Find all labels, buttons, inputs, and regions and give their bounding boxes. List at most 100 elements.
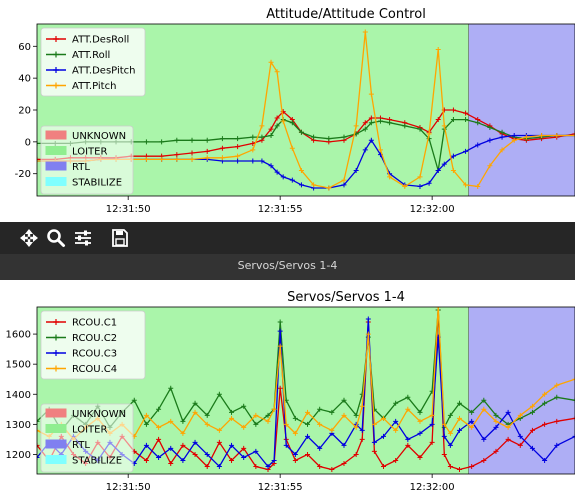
mode-legend[interactable]: UNKNOWN LOITER RTL STABILIZE: [40, 125, 134, 195]
data-point: [499, 134, 505, 140]
mode-label: RTL: [72, 440, 90, 451]
zoom-button[interactable]: [44, 226, 68, 250]
data-point: [517, 433, 523, 439]
configure-subplots-button[interactable]: [71, 226, 95, 250]
save-button[interactable]: [108, 226, 132, 250]
magnifier-icon: [47, 229, 65, 247]
mode-swatch: [45, 455, 67, 464]
data-point: [393, 457, 399, 463]
series-legend-box: [40, 310, 146, 380]
mode-swatch: [45, 408, 67, 418]
data-point: [493, 448, 499, 454]
x-tick-label: 12:31:50: [106, 482, 151, 493]
data-point: [305, 433, 311, 439]
data-point: [359, 436, 365, 442]
data-point: [305, 409, 311, 415]
data-point: [441, 433, 447, 439]
series-legend[interactable]: RCOU.C1 RCOU.C2 RCOU.C3 RCOU.C4: [40, 310, 146, 380]
attitude-chart[interactable]: Attitude/Attitude Control -20 0 20 40 60 12:31…: [0, 0, 575, 222]
legend-label: RCOU.C2: [72, 333, 117, 344]
series-line-rcou-c1[interactable]: [37, 309, 575, 471]
status-bar: Servos/Servos 1-4: [0, 254, 575, 280]
data-point: [189, 137, 195, 143]
data-point: [37, 454, 40, 460]
data-point: [429, 439, 435, 445]
data-point: [174, 156, 180, 162]
data-point: [371, 439, 377, 445]
data-point: [405, 406, 411, 412]
data-point: [180, 418, 186, 424]
data-point: [542, 400, 548, 406]
data-point: [229, 442, 235, 448]
data-point: [353, 123, 359, 129]
data-point: [204, 451, 210, 457]
data-point: [37, 418, 40, 424]
data-point: [365, 316, 371, 322]
data-point: [359, 427, 365, 433]
data-point: [469, 463, 475, 469]
data-point: [168, 418, 174, 424]
data-point: [192, 400, 198, 406]
data-point: [542, 421, 548, 427]
data-point: [554, 442, 560, 448]
y-tick-label: 1200: [6, 450, 31, 461]
data-point: [417, 183, 423, 189]
series-legend[interactable]: ATT.DesRoll ATT.Roll ATT.DesPitch ATT.Pitch: [40, 27, 146, 97]
data-point: [204, 155, 210, 161]
data-point: [529, 403, 535, 409]
data-point: [572, 433, 575, 439]
data-point: [359, 403, 365, 409]
mode-swatch: [45, 130, 67, 140]
data-point: [277, 319, 283, 325]
series-line-rcou-c3[interactable]: [37, 318, 575, 468]
data-point: [253, 421, 259, 427]
data-point: [204, 148, 210, 154]
series-line-att-roll[interactable]: [37, 118, 575, 171]
pan-button[interactable]: [17, 226, 41, 250]
data-point: [441, 451, 447, 457]
data-point: [463, 148, 469, 154]
data-point: [417, 174, 423, 180]
data-point: [365, 331, 371, 337]
data-point: [554, 382, 560, 388]
data-point: [156, 436, 162, 442]
data-point: [362, 147, 368, 153]
data-point: [317, 463, 323, 469]
data-point: [368, 120, 374, 126]
data-point: [505, 409, 511, 415]
series-line-rcou-c4[interactable]: [37, 307, 575, 441]
data-point: [317, 421, 323, 427]
data-point: [329, 427, 335, 433]
data-point: [271, 457, 277, 463]
data-point: [554, 132, 560, 138]
servos-chart[interactable]: Servos/Servos 1-4 1200 1300 1400 1500 1600 12:…: [0, 280, 575, 500]
data-point: [450, 107, 456, 113]
data-point: [456, 415, 462, 421]
servos-chart-svg[interactable]: Servos/Servos 1-4 1200 1300 1400 1500 1600 12:…: [0, 280, 575, 500]
data-point: [447, 463, 453, 469]
series-line-rcou-c2[interactable]: [37, 309, 575, 432]
data-point: [159, 139, 165, 145]
data-point: [204, 412, 210, 418]
mode-legend[interactable]: UNKNOWN LOITER RTL STABILIZE: [40, 403, 134, 473]
data-point: [280, 118, 286, 124]
data-point: [192, 451, 198, 457]
data-point: [37, 427, 40, 433]
attitude-chart-svg[interactable]: Attitude/Attitude Control -20 0 20 40 60 12:31…: [0, 0, 575, 222]
data-point: [305, 451, 311, 457]
data-point: [381, 415, 387, 421]
series-line-att-desroll[interactable]: [37, 109, 575, 161]
data-point: [417, 430, 423, 436]
data-point: [463, 110, 469, 116]
data-point: [505, 424, 511, 430]
data-point: [487, 163, 493, 169]
data-point: [529, 427, 535, 433]
data-point: [283, 421, 289, 427]
data-point: [174, 137, 180, 143]
legend-marker: [53, 334, 59, 341]
data-point: [204, 137, 210, 143]
data-point: [456, 466, 462, 472]
mode-swatch: [45, 161, 67, 171]
data-point: [168, 460, 174, 466]
data-point: [216, 439, 222, 445]
